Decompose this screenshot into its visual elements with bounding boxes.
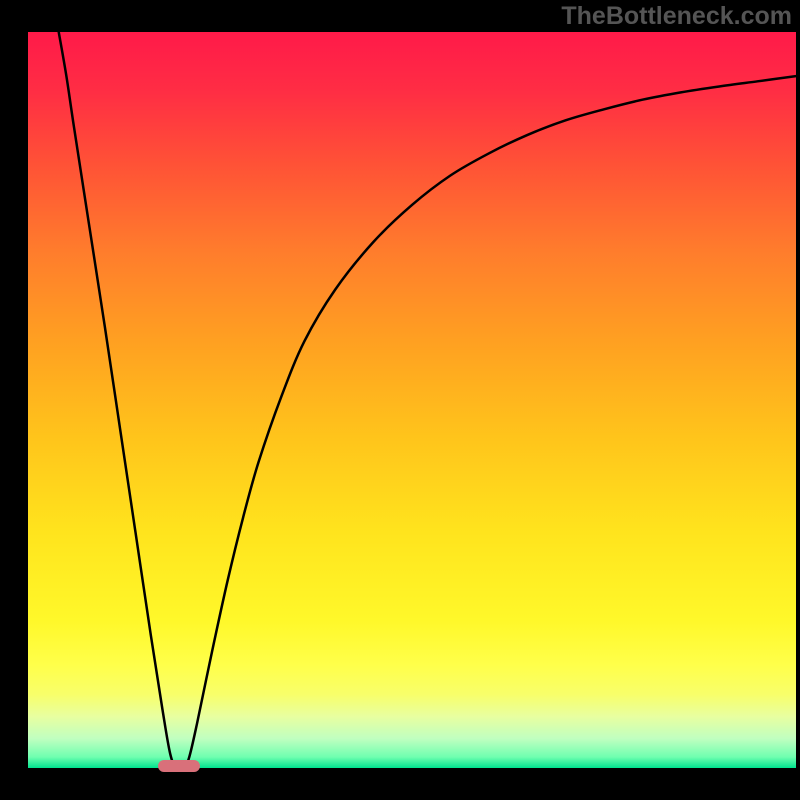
plot-area bbox=[28, 32, 796, 768]
bottleneck-curve bbox=[28, 32, 796, 768]
optimal-marker bbox=[158, 760, 200, 772]
watermark-text: TheBottleneck.com bbox=[561, 2, 792, 31]
chart-container: TheBottleneck.com bbox=[0, 0, 800, 800]
